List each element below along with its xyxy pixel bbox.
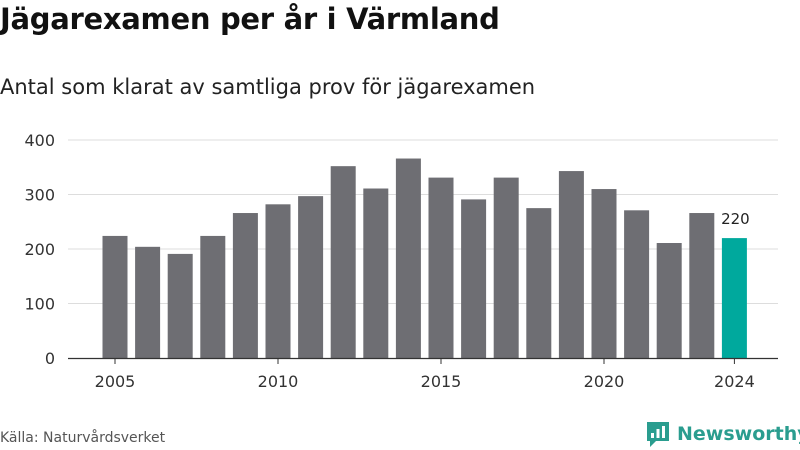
- bar-2005: [102, 235, 128, 358]
- bar-chart: 0 100 200 300 400 220 2005 2010 2015 2020 2024: [24, 131, 778, 391]
- brand-name: Newsworthy: [677, 423, 800, 445]
- bar-2013: [363, 188, 389, 358]
- bar-2010: [265, 204, 291, 358]
- y-tick-label: 200: [24, 240, 55, 259]
- bar-2011: [298, 196, 324, 358]
- brand: Newsworthy: [645, 420, 800, 448]
- y-tick-label: 400: [24, 131, 55, 150]
- data-label-2024: 220: [721, 210, 750, 228]
- bar-2020: [591, 189, 617, 358]
- bar-2024: [721, 238, 747, 358]
- bar-2022: [656, 243, 682, 358]
- bar-2019: [558, 171, 584, 358]
- chart-subtitle: Antal som klarat av samtliga prov för jä…: [0, 75, 536, 99]
- y-tick-label: 100: [24, 295, 55, 314]
- bars: [102, 158, 747, 358]
- bar-2006: [135, 246, 161, 358]
- bar-2009: [232, 213, 258, 358]
- source-note: Källa: Naturvårdsverket: [0, 430, 166, 446]
- bar-2008: [200, 235, 226, 358]
- y-tick-label: 0: [45, 349, 55, 368]
- bar-2014: [395, 158, 421, 358]
- x-axis: 2005 2010 2015 2020 2024: [68, 357, 778, 391]
- x-tick-label: 2005: [95, 372, 136, 391]
- bar-2016: [461, 199, 487, 358]
- x-tick-label: 2020: [584, 372, 625, 391]
- y-tick-label: 300: [24, 186, 55, 205]
- bar-2012: [330, 166, 356, 358]
- chart-title: Jägarexamen per år i Värmland: [0, 2, 500, 36]
- x-tick-label: 2024: [714, 372, 755, 391]
- x-tick-label: 2015: [421, 372, 462, 391]
- data-labels: 220: [721, 210, 750, 228]
- bar-2018: [526, 208, 552, 358]
- bar-2023: [689, 213, 715, 358]
- bar-2017: [493, 177, 519, 358]
- bar-2015: [428, 177, 454, 358]
- bar-2021: [624, 210, 650, 358]
- newsworthy-logo-icon: [647, 422, 669, 447]
- y-axis-ticks: 0 100 200 300 400: [24, 131, 55, 368]
- bar-2007: [167, 253, 193, 358]
- x-tick-label: 2010: [258, 372, 299, 391]
